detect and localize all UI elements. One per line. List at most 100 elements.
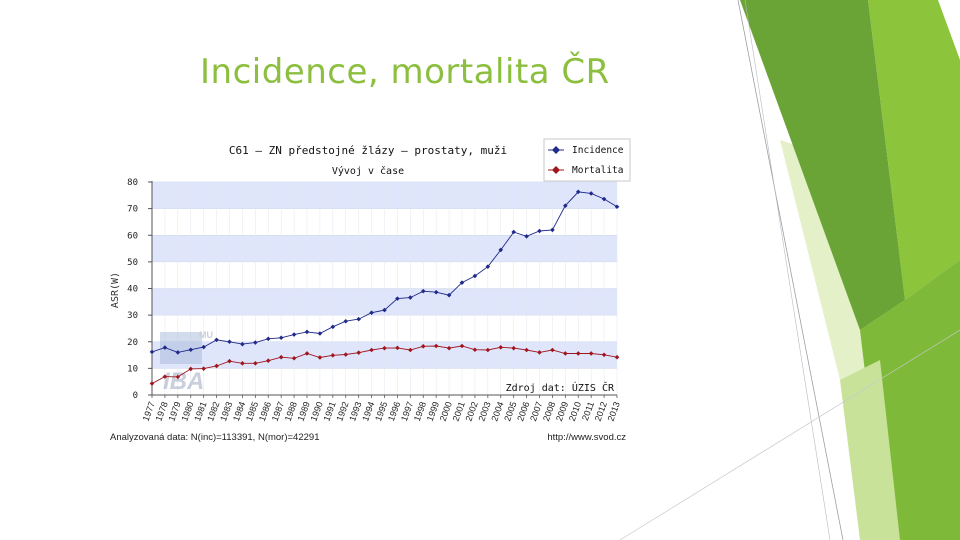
y-ticks: 0 10 20 30 40 50 60 70 80	[127, 178, 152, 401]
deco-line-2	[744, 0, 831, 540]
data-point-incidence	[304, 329, 310, 335]
legend-mortality-label: Mortalita	[572, 165, 623, 176]
data-point-mortalita	[356, 350, 361, 355]
data-point-incidence	[175, 350, 181, 355]
data-point-mortalita	[420, 343, 426, 349]
chart-title: C61 – ZN předstojné žlázy – prostaty, mu…	[229, 144, 507, 157]
y-tick-label: 0	[133, 391, 138, 401]
y-tick-label: 20	[127, 338, 138, 348]
data-point-mortalita	[369, 347, 374, 353]
y-tick-label: 30	[127, 311, 138, 321]
data-point-incidence	[498, 247, 504, 253]
data-point-incidence	[408, 295, 413, 300]
data-point-mortalita	[304, 351, 310, 356]
data-point-incidence	[253, 340, 258, 345]
data-point-incidence	[511, 229, 516, 235]
data-point-mortalita	[343, 352, 349, 357]
data-point-incidence	[291, 332, 297, 337]
y-tick-label: 10	[127, 364, 138, 374]
y-tick-label: 70	[127, 205, 138, 215]
data-point-incidence	[472, 273, 478, 279]
data-point-mortalita	[614, 354, 620, 360]
data-point-incidence	[382, 307, 387, 313]
data-point-incidence	[356, 316, 361, 322]
data-point-incidence	[420, 288, 426, 294]
data-point-incidence	[369, 310, 374, 316]
data-point-mortalita	[265, 358, 271, 363]
data-point-mortalita	[485, 347, 491, 353]
data-point-incidence	[317, 331, 323, 336]
deco-stripe-pale	[840, 360, 900, 540]
source-url[interactable]: http://www.svod.cz	[547, 432, 626, 443]
slide-title: Incidence, mortalita ČR	[200, 52, 610, 92]
data-point-mortalita	[537, 350, 542, 355]
deco-line-1	[737, 0, 844, 540]
data-point-mortalita	[253, 361, 258, 366]
data-point-incidence	[343, 318, 349, 324]
data-point-incidence	[485, 264, 491, 269]
data-point-mortalita	[588, 351, 594, 356]
watermark-iba: IBA	[163, 368, 204, 395]
data-point-incidence	[433, 289, 439, 295]
legend: Incidence Mortalita	[543, 138, 631, 182]
data-point-mortalita	[188, 366, 194, 372]
data-point-mortalita	[498, 345, 504, 350]
deco-stripe-dark	[740, 0, 905, 330]
data-point-incidence	[588, 191, 594, 196]
data-point-mortalita	[446, 345, 452, 351]
plot-bands	[151, 181, 618, 396]
legend-mortality-marker	[552, 166, 560, 174]
data-point-incidence	[227, 339, 232, 345]
y-tick-label: 40	[127, 285, 138, 295]
data-point-mortalita	[550, 347, 555, 353]
data-point-mortalita	[214, 363, 219, 369]
data-point-mortalita	[278, 354, 284, 360]
watermark-mu: MU	[199, 330, 213, 340]
data-point-mortalita	[175, 374, 181, 380]
data-point-incidence	[162, 345, 168, 350]
data-point-mortalita	[317, 355, 323, 360]
series-lines	[149, 189, 620, 386]
data-point-mortalita	[201, 366, 206, 371]
data-point-incidence	[240, 341, 245, 347]
data-point-incidence	[550, 227, 555, 233]
data-point-incidence	[614, 204, 620, 210]
data-point-incidence	[459, 280, 465, 285]
data-point-mortalita	[433, 343, 439, 349]
source-note: Zdroj dat: ÚZIS ČR	[506, 381, 615, 394]
data-point-mortalita	[459, 343, 465, 349]
analyzed-data-note: Analyzovaná data: N(inc)=113391, N(mor)=…	[110, 432, 319, 443]
data-point-mortalita	[162, 374, 168, 379]
y-tick-label: 80	[127, 178, 138, 188]
data-point-mortalita	[382, 345, 387, 351]
data-point-incidence	[149, 349, 155, 355]
data-point-mortalita	[524, 347, 529, 353]
chart-subtitle: Vývoj v čase	[332, 165, 404, 177]
data-point-incidence	[446, 292, 452, 298]
data-point-mortalita	[408, 347, 413, 353]
data-point-incidence	[524, 234, 529, 239]
data-point-incidence	[214, 337, 219, 343]
legend-box	[543, 138, 631, 182]
data-point-incidence	[278, 335, 284, 341]
legend-incidence-marker	[552, 146, 560, 154]
data-point-mortalita	[395, 345, 400, 351]
data-point-incidence	[188, 347, 194, 353]
data-point-mortalita	[240, 361, 245, 366]
data-point-mortalita	[601, 352, 607, 358]
data-point-incidence	[265, 336, 271, 342]
data-point-incidence	[575, 189, 581, 195]
data-point-incidence	[563, 203, 568, 208]
data-point-mortalita	[149, 381, 155, 386]
data-point-incidence	[601, 196, 607, 202]
legend-incidence-label: Incidence	[572, 145, 624, 156]
data-point-mortalita	[575, 351, 581, 356]
data-point-mortalita	[511, 345, 516, 351]
y-tick-label: 60	[127, 231, 138, 241]
deco-line-3	[619, 329, 960, 540]
data-point-mortalita	[291, 355, 297, 361]
y-tick-label: 50	[127, 258, 138, 268]
deco-stripe-bright	[868, 0, 960, 300]
